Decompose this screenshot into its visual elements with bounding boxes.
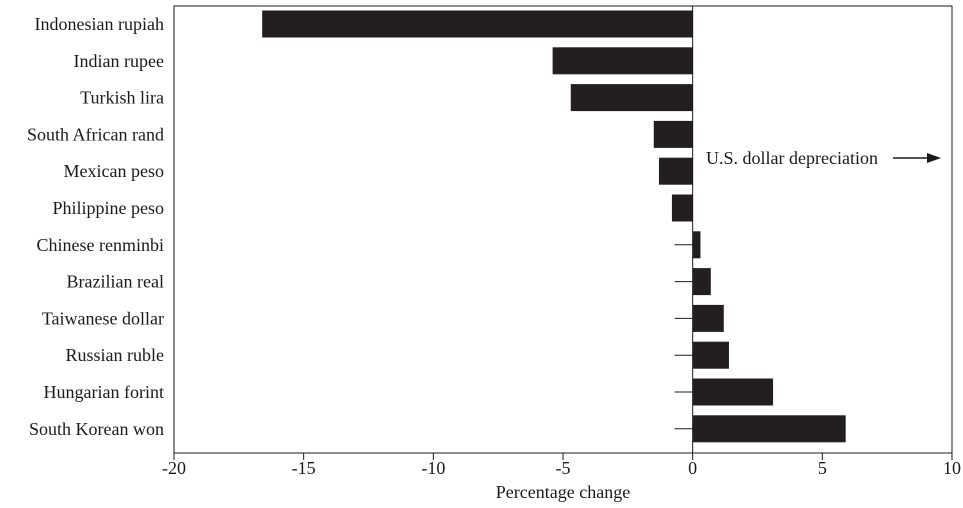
x-tick-label: 5 [818,458,827,478]
category-label: Indian rupee [74,51,164,71]
bar-taiwanese-dollar [692,304,724,332]
x-tick-label: -20 [162,458,186,478]
bar-philippine-peso [671,194,693,222]
x-tick-label: 10 [943,458,961,478]
annotation-text: U.S. dollar depreciation [706,148,878,168]
bar-indonesian-rupiah [262,10,693,38]
bar-hungarian-forint [692,378,774,406]
category-label: Brazilian real [67,272,164,292]
category-label: South African rand [27,124,164,144]
category-label: Hungarian forint [44,382,164,402]
category-label: South Korean won [29,419,164,439]
arrow-right-icon [927,153,941,163]
y-axis-labels: Indonesian rupiah Indian rupee Turkish lir… [27,14,164,439]
bar-brazilian-real [692,268,711,296]
x-tick-label: -15 [292,458,316,478]
x-axis-title: Percentage change [496,482,630,502]
x-tick-label: 0 [688,458,697,478]
x-tick-label: -10 [421,458,445,478]
category-ticks [674,244,693,430]
bar-mexican-peso [658,157,693,185]
bar-russian-ruble [692,341,729,369]
category-label: Indonesian rupiah [35,14,164,34]
depreciation-annotation: U.S. dollar depreciation [706,148,941,168]
bar-south-african-rand [653,120,693,148]
category-label: Mexican peso [64,161,164,181]
bar-south-korean-won [692,415,846,443]
bars [262,10,846,443]
category-label: Philippine peso [53,198,165,218]
category-label: Taiwanese dollar [42,308,164,328]
bar-turkish-lira [570,84,693,112]
x-tick-label: -5 [556,458,571,478]
bar-indian-rupee [552,47,693,75]
x-axis: -20 -15 -10 -5 0 5 10 [162,453,961,478]
category-label: Chinese renminbi [37,235,164,255]
category-label: Russian ruble [66,345,165,365]
bar-chinese-renminbi [692,231,701,259]
category-label: Turkish lira [80,88,164,108]
